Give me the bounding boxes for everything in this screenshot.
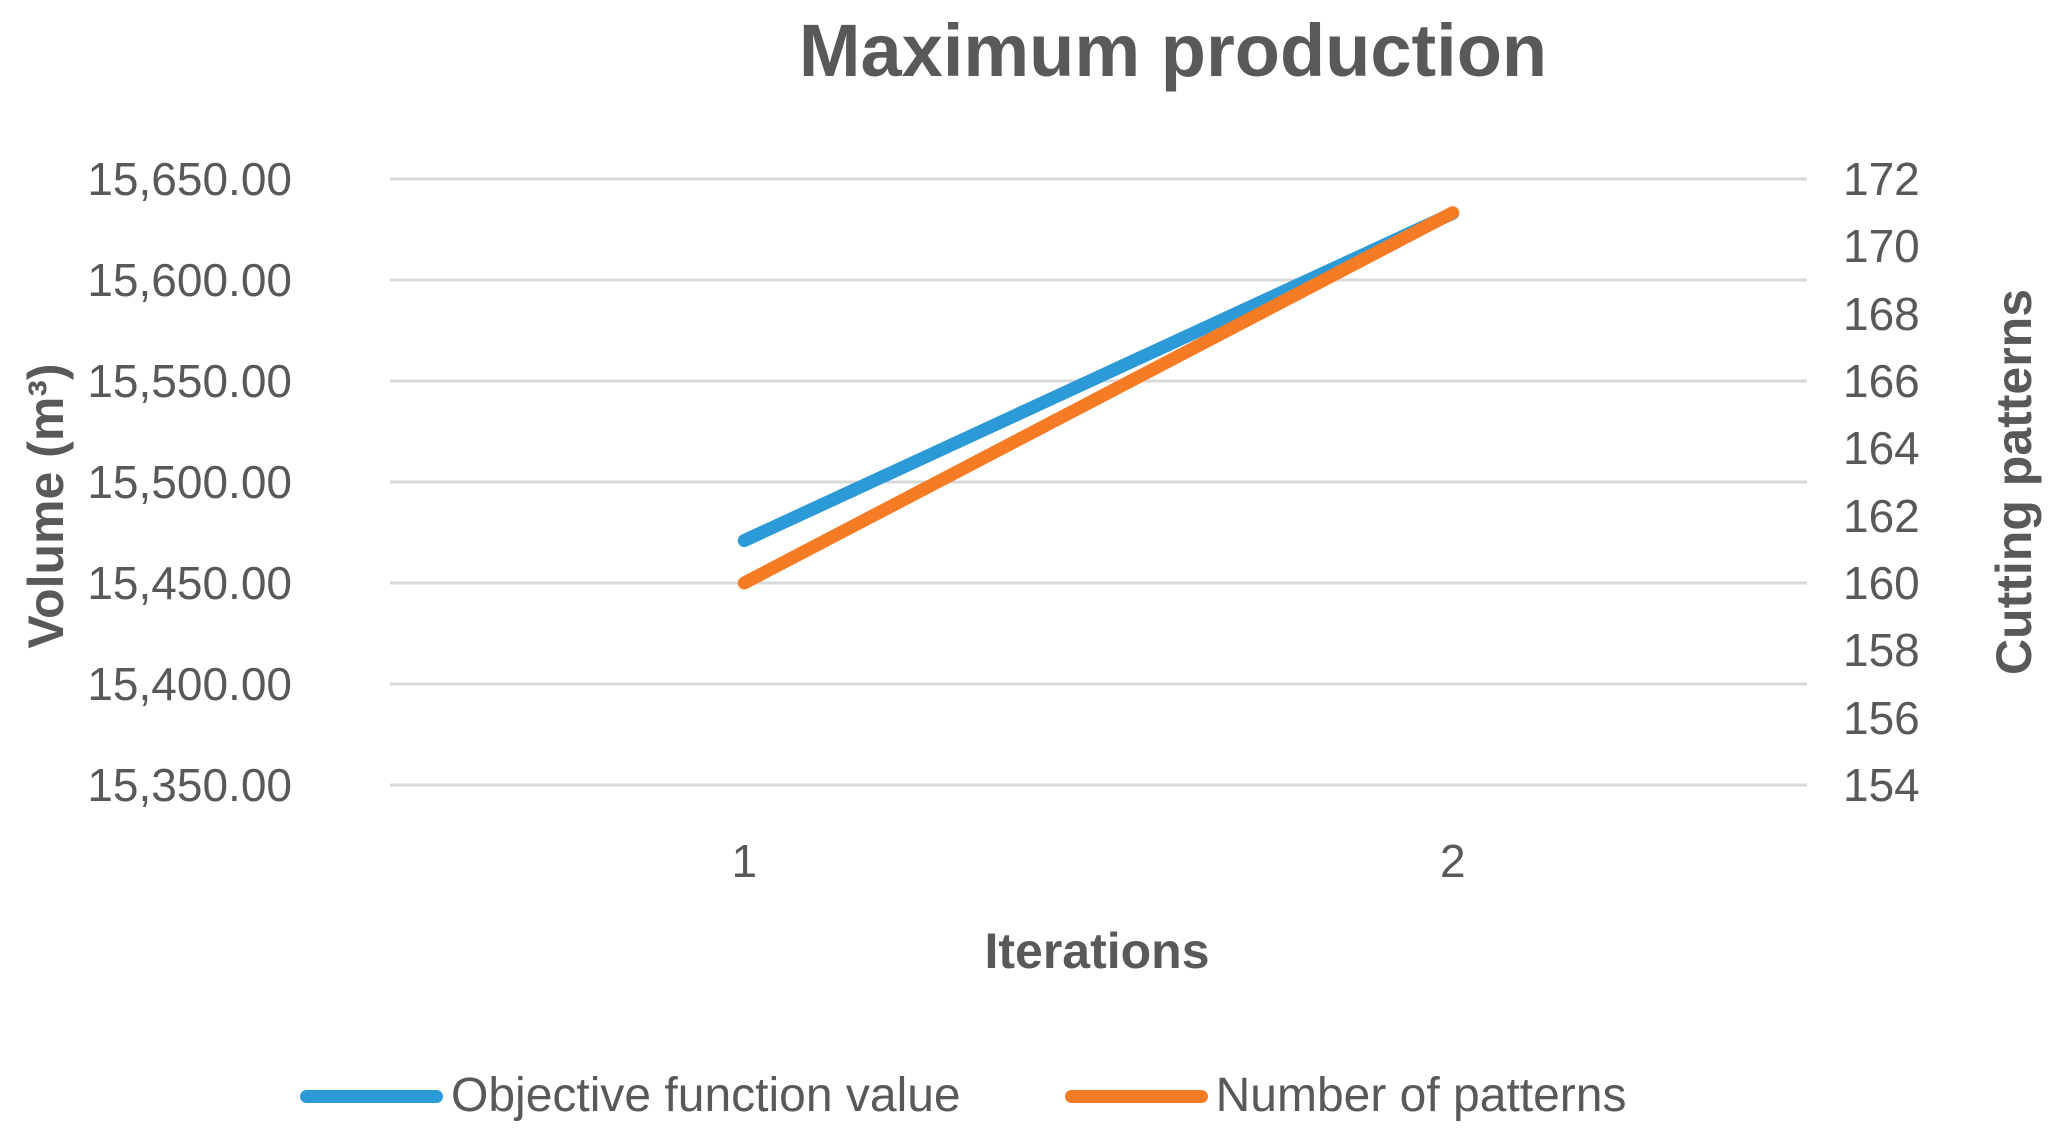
- y-axis-left-tick-label: 15,650.00: [87, 153, 292, 205]
- y-axis-left-tick-label: 15,400.00: [87, 658, 292, 710]
- y-axis-right-tick-label: 170: [1843, 220, 1920, 273]
- x-axis-tick-label: 1: [731, 835, 758, 887]
- y-axis-right-tick-label: 166: [1843, 355, 1920, 407]
- y-axis-right-title: Cutting patterns: [1986, 288, 2042, 676]
- y-axis-right-tick-label: 172: [1843, 153, 1920, 205]
- y-axis-left-tick-label: 15,350.00: [87, 759, 292, 811]
- y-axis-left-tick-label: 15,500.00: [87, 456, 292, 508]
- legend-item: Number of patterns: [1064, 1069, 1627, 1122]
- y-axis-left-tick-label: 15,450.00: [87, 557, 292, 609]
- series-line: [737, 206, 1460, 590]
- y-axis-left-tick-label: 15,600.00: [87, 254, 292, 306]
- legend-label: Objective function value: [451, 1069, 961, 1122]
- legend: Objective function value Number of patter…: [300, 1072, 1800, 1120]
- y-axis-right-tick-label: 168: [1843, 287, 1920, 340]
- legend-item: Objective function value: [300, 1072, 961, 1120]
- x-axis-tick-label: 2: [1439, 835, 1466, 887]
- y-axis-left-tick-label: 15,550.00: [87, 355, 292, 407]
- legend-label: Number of patterns: [1215, 1069, 1627, 1122]
- legend-swatch: [300, 1089, 443, 1103]
- y-axis-right-tick-label: 156: [1843, 691, 1920, 744]
- y-axis-right-tick-label: 158: [1843, 624, 1920, 677]
- y-axis-right-tick-label: 154: [1843, 759, 1920, 811]
- y-axis-right-tick-label: 160: [1843, 557, 1920, 609]
- x-axis-title: Iterations: [984, 923, 1210, 979]
- y-axis-right-tick-label: 162: [1843, 489, 1920, 542]
- y-axis-right-tick-label: 164: [1843, 422, 1920, 475]
- legend-swatch: [1064, 1089, 1208, 1103]
- chart-title: Maximum production: [798, 9, 1548, 92]
- y-axis-left-title: Volume (m³): [18, 363, 74, 649]
